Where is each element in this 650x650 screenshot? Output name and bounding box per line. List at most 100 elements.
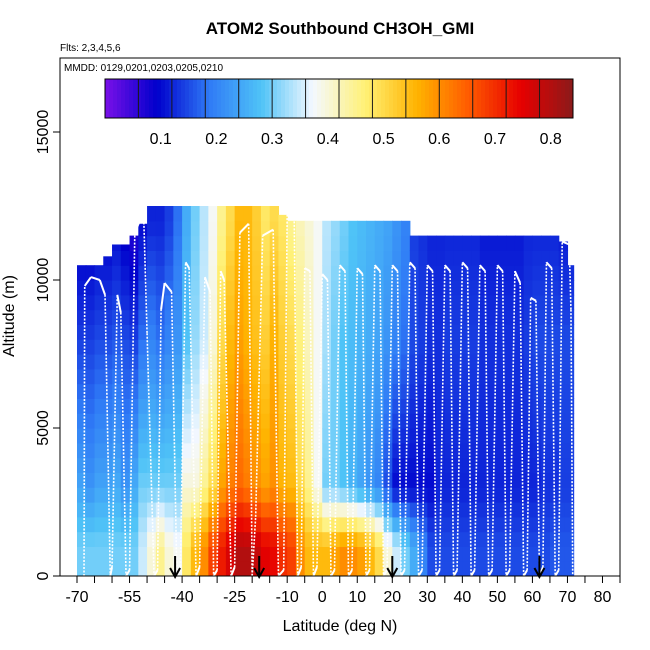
heatmap-cell	[339, 294, 350, 311]
heatmap-cell	[304, 546, 315, 562]
heatmap-cell	[103, 561, 113, 576]
heatmap-cell	[558, 413, 569, 429]
colorbar-swatch	[113, 79, 118, 118]
flight-segment	[431, 271, 437, 576]
heatmap-cell	[436, 235, 446, 251]
heatmap-cell	[374, 354, 385, 370]
heatmap-cell	[462, 457, 472, 473]
heatmap-cell	[409, 428, 420, 444]
heatmap-cell	[278, 265, 288, 281]
heatmap-cell	[558, 516, 569, 533]
colorbar-swatch	[201, 79, 206, 118]
flight-segment	[216, 271, 222, 571]
heatmap-cell	[322, 428, 332, 444]
heatmap-cell	[564, 368, 575, 385]
x-tick-label: 20	[383, 589, 401, 606]
colorbar-tick-label: 0.6	[428, 131, 450, 148]
heatmap-cell	[155, 428, 166, 444]
heatmap-cell	[409, 413, 420, 429]
heatmap-cell	[217, 354, 227, 370]
heatmap-cell	[147, 265, 157, 281]
heatmap-cell	[366, 339, 376, 355]
heatmap-cell	[471, 354, 481, 370]
heatmap-cell	[549, 235, 560, 251]
heatmap-cell	[330, 531, 341, 547]
heatmap-cell	[85, 472, 96, 488]
heatmap-cell	[418, 265, 428, 281]
colorbar-swatch	[421, 79, 426, 118]
heatmap-cell	[374, 368, 385, 385]
heatmap-cell	[77, 546, 87, 562]
heatmap-cell	[471, 235, 481, 251]
heatmap-cell	[471, 472, 481, 488]
heatmap-cell	[173, 516, 183, 533]
heatmap-cell	[269, 531, 280, 547]
heatmap-cell	[182, 383, 192, 399]
heatmap-cell	[243, 516, 253, 533]
heatmap-cell	[182, 280, 192, 296]
heatmap-cell	[208, 280, 218, 296]
colorbar-swatch	[197, 79, 202, 118]
heatmap-cell	[295, 383, 306, 399]
heatmap-cell	[217, 487, 227, 503]
x-tick-label: 60	[524, 589, 542, 606]
heatmap-cell	[330, 339, 341, 355]
heatmap-cell	[155, 561, 166, 576]
heatmap-cell	[357, 294, 367, 311]
heatmap-cell	[392, 398, 402, 414]
colorbar-swatch	[389, 79, 394, 118]
flight-segment	[330, 569, 336, 576]
heatmap-cell	[182, 516, 192, 533]
colorbar-swatch	[505, 79, 510, 118]
heatmap-cell	[514, 442, 525, 459]
heatmap-cell	[444, 413, 455, 429]
heatmap-cell	[392, 442, 402, 459]
heatmap-cell	[497, 324, 507, 340]
flight-segment	[223, 279, 232, 576]
heatmap-cell	[392, 368, 402, 385]
heatmap-cell	[182, 324, 192, 340]
heatmap-cell	[366, 546, 376, 562]
heatmap-cell	[260, 457, 271, 473]
heatmap-cell	[409, 324, 420, 340]
heatmap-cell	[295, 413, 306, 429]
colorbar-swatch	[529, 79, 534, 118]
heatmap-cell	[564, 324, 575, 340]
heatmap-cell	[401, 472, 411, 488]
heatmap-cell	[374, 531, 385, 547]
heatmap-cell	[541, 531, 551, 547]
heatmap-cell	[225, 294, 236, 311]
heatmap-cell	[541, 235, 551, 251]
heatmap-cell	[243, 206, 253, 222]
heatmap-cell	[173, 383, 183, 399]
colorbar-swatch	[549, 79, 554, 118]
heatmap-cell	[330, 294, 341, 311]
heatmap-cell	[103, 368, 113, 385]
heatmap-cell	[479, 309, 490, 325]
colorbar-swatch	[281, 79, 286, 118]
flight-segment	[449, 271, 455, 576]
heatmap-cell	[462, 280, 472, 296]
heatmap-cell	[155, 487, 166, 503]
heatmap-cell	[85, 354, 96, 370]
heatmap-cell	[401, 294, 411, 311]
x-tick-label: -40	[171, 589, 194, 606]
colorbar-swatch	[261, 79, 266, 118]
flight-segment	[128, 232, 136, 571]
heatmap-cell	[173, 354, 183, 370]
heatmap-cell	[366, 309, 376, 325]
heatmap-cell	[278, 442, 288, 459]
flight-segment	[365, 569, 371, 576]
x-tick-label: -10	[276, 589, 299, 606]
heatmap-cell	[304, 487, 315, 503]
heatmap-cell	[374, 324, 385, 340]
heatmap-cell	[164, 324, 174, 340]
heatmap-cell	[269, 206, 280, 222]
heatmap-cell	[260, 265, 271, 281]
heatmap-cell	[295, 516, 306, 533]
heatmap-cell	[313, 280, 323, 296]
heatmap-cell	[523, 457, 534, 473]
heatmap-cell	[322, 368, 332, 385]
colorbar-swatch	[249, 79, 254, 118]
heatmap-cell	[234, 220, 245, 237]
